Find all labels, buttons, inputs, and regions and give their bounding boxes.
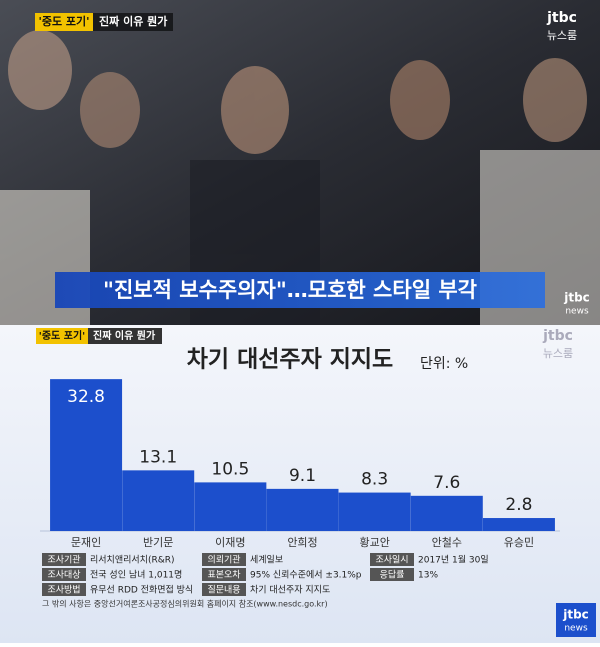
tag-box [36,328,88,344]
survey-value: 13% [418,571,438,581]
logo-bottom-sub: news [564,624,588,634]
survey-label-box [42,568,86,581]
survey-value: 세계일보 [250,554,283,566]
x-tick-label: 문재인 [71,536,101,549]
bar [266,488,339,531]
logo-bottom: jtbc [563,291,590,305]
tag-highlight: '중도 포기' [39,329,85,342]
tag-box [88,328,162,344]
survey-label: 응답률 [380,569,405,581]
value-label: 13.1 [139,447,177,467]
tag-text: 진짜 이유 뭔가 [99,14,167,28]
bar [338,492,411,531]
survey-label-box [202,568,246,581]
logo-bottom: jtbc [562,608,589,622]
x-tick-label: 반기문 [143,536,173,549]
survey-label: 조사방법 [47,585,80,596]
value-label: 7.6 [433,473,460,493]
survey-label-box [202,583,246,596]
survey-label: 질문내용 [207,584,240,596]
survey-label: 조사기관 [47,555,80,566]
logo: jtbc [546,10,577,26]
chart-title: 차기 대선주자 지지도 [187,347,393,373]
logo-sub: 뉴스룸 [547,29,577,42]
tag-highlight: '중도 포기' [38,14,89,28]
value-label: 9.1 [289,466,316,486]
survey-value: 2017년 1월 30일 [418,554,489,566]
survey-value: 전국 성인 남녀 1,011명 [90,570,182,581]
logo-bottom-sub: news [565,307,589,317]
survey-label-box [202,553,246,566]
tag-box [35,13,93,31]
survey-label-box [370,568,414,581]
survey-value: 차기 대선주자 지지도 [250,584,330,596]
survey-label-box [42,553,86,566]
logo: jtbc [542,328,573,344]
tag-box [93,13,173,31]
bar [122,470,195,531]
x-tick-label: 황교안 [359,536,389,549]
survey-value: 95% 신뢰수준에서 ±3.1%p [250,570,362,581]
survey-label: 표본오차 [207,569,241,581]
survey-value: 리서치앤리서치(R&R) [90,554,175,566]
x-tick-label: 유승민 [504,536,534,549]
value-label: 2.8 [505,495,532,515]
tag-text: 진짜 이유 뭔가 [93,329,156,342]
value-label: 32.8 [67,387,105,407]
bar [410,495,483,531]
survey-label: 조사일시 [375,555,408,566]
unit-label: 단위: % [420,356,468,372]
photo-figures [0,30,600,325]
survey-label: 의뢰기관 [207,555,240,566]
survey-label-box [370,553,414,566]
footnote: 그 밖의 사항은 중앙선거여론조사공정심의위원회 홈페이지 참조(www.nes… [42,599,328,609]
bar [50,379,123,531]
value-label: 8.3 [361,470,388,490]
survey-label: 조사대상 [47,570,80,581]
x-tick-label: 안철수 [432,536,462,549]
x-tick-label: 이재명 [215,536,245,549]
logo-sub: 뉴스룸 [543,347,573,360]
logo-box [556,603,596,637]
bar [482,518,555,531]
caption: "진보적 보수주의자"…모호한 스타일 부각 [103,278,477,302]
survey-label-box [42,583,86,596]
value-label: 10.5 [211,459,249,479]
bar [194,482,267,531]
survey-value: 유무선 RDD 전화면접 방식 [90,584,193,596]
caption-band [55,272,545,308]
x-tick-label: 안희정 [287,536,317,549]
